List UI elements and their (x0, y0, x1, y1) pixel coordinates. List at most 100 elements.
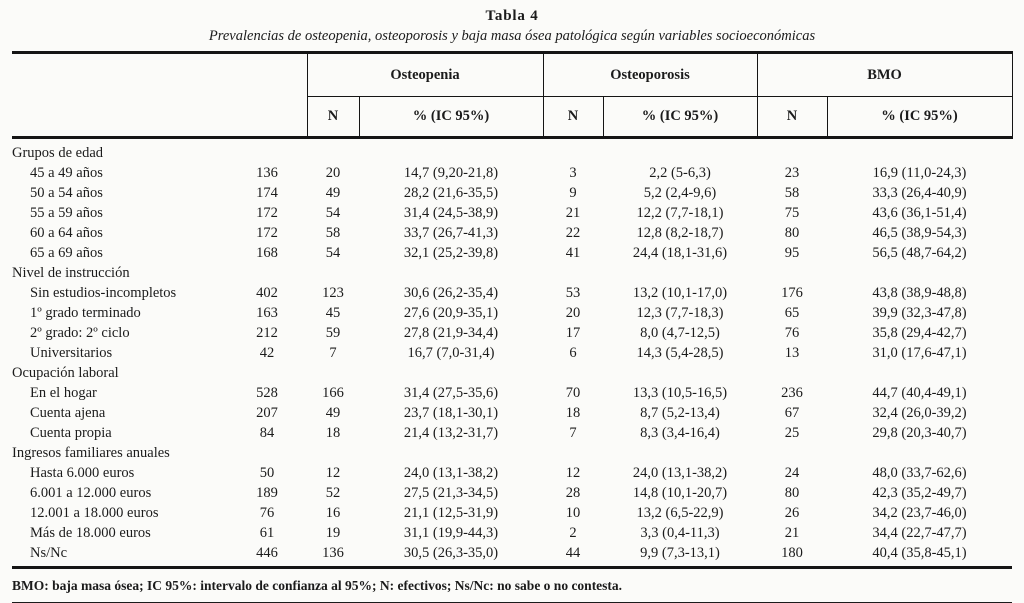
table-subtitle: Prevalencias de osteopenia, osteoporosis… (208, 28, 816, 44)
bmo-n: 67 (784, 405, 800, 421)
osteoporosis-n: 41 (565, 245, 581, 261)
total-n: 76 (259, 505, 275, 521)
osteopenia-n: 54 (325, 245, 341, 261)
osteoporosis-n: 7 (569, 425, 577, 441)
osteopenia-pct: 31,1 (19,9-44,3) (403, 525, 499, 541)
section-label: Ocupación laboral (12, 365, 119, 381)
osteoporosis-pct: 24,0 (13,1-38,2) (632, 465, 728, 481)
table-title: Tabla 4 (485, 8, 539, 24)
row-label: En el hogar (30, 385, 97, 401)
bmo-n: 76 (784, 325, 800, 341)
col-osteoporosis-n: N (542, 96, 603, 139)
section-label: Grupos de edad (12, 145, 104, 161)
osteopenia-pct: 27,8 (21,9-34,4) (403, 325, 499, 341)
bmo-pct: 48,0 (33,7-62,6) (872, 465, 967, 481)
row-label: 65 a 69 años (30, 245, 103, 261)
bmo-pct: 44,7 (40,4-49,1) (872, 385, 967, 401)
osteopenia-n: 52 (325, 485, 341, 501)
col-osteopenia-n: N (306, 96, 359, 139)
osteoporosis-pct: 13,2 (10,1-17,0) (632, 285, 728, 301)
osteopenia-n: 166 (322, 385, 344, 401)
osteopenia-pct: 24,0 (13,1-38,2) (403, 465, 499, 481)
osteopenia-pct: 23,7 (18,1-30,1) (403, 405, 499, 421)
bmo-n: 25 (784, 425, 800, 441)
total-n: 402 (256, 285, 278, 301)
table-row: 12.001 a 18.000 euros 76 16 21,1 (12,5-31,9… (12, 503, 1012, 523)
osteoporosis-n: 28 (565, 485, 581, 501)
osteoporosis-n: 44 (543, 543, 603, 569)
bmo-n: 21 (784, 525, 800, 541)
bmo-pct: 34,2 (23,7-46,0) (872, 505, 967, 521)
row-label: Cuenta ajena (30, 405, 106, 421)
table-row: Ns/Nc 446 136 30,5 (26,3-35,0) 44 9,9 (7,3-13… (12, 543, 1013, 569)
total-n: 61 (259, 525, 275, 541)
bmo-pct: 34,4 (22,7-47,7) (872, 525, 967, 541)
osteopenia-pct: 28,2 (21,6-35,5) (403, 185, 499, 201)
osteopenia-n: 123 (322, 285, 344, 301)
bmo-pct: 16,9 (11,0-24,3) (872, 165, 967, 181)
bmo-pct: 43,6 (36,1-51,4) (872, 205, 967, 221)
osteoporosis-pct: 12,3 (7,7-18,3) (636, 305, 724, 321)
osteoporosis-n: 53 (565, 285, 581, 301)
osteoporosis-n: 10 (565, 505, 581, 521)
osteopenia-n: 20 (325, 165, 341, 181)
osteopenia-pct: 31,4 (27,5-35,6) (403, 385, 499, 401)
table-row: En el hogar 528 166 31,4 (27,5-35,6) 70 13,3 … (12, 383, 1012, 403)
blank-header-cell (12, 96, 307, 139)
row-label: 45 a 49 años (30, 165, 103, 181)
osteopenia-pct: 31,4 (24,5-38,9) (403, 205, 499, 221)
osteoporosis-pct: 8,0 (4,7-12,5) (640, 325, 720, 341)
row-label: 12.001 a 18.000 euros (30, 505, 159, 521)
bmo-n: 23 (784, 165, 800, 181)
total-n: 172 (256, 205, 278, 221)
osteopenia-pct: 27,5 (21,3-34,5) (403, 485, 499, 501)
osteoporosis-pct: 14,8 (10,1-20,7) (632, 485, 728, 501)
section-row: Ocupación laboral (12, 363, 1012, 383)
total-n: 172 (256, 225, 278, 241)
prevalence-table: Osteopenia Osteoporosis BMO N % (IC 95%)… (12, 51, 1013, 569)
section-row: Nivel de instrucción (12, 263, 1012, 283)
bmo-n: 75 (784, 205, 800, 221)
table-header: Osteopenia Osteoporosis BMO N % (IC 95%)… (12, 51, 1013, 139)
osteoporosis-pct: 24,4 (18,1-31,6) (632, 245, 728, 261)
osteoporosis-pct: 3,3 (0,4-11,3) (640, 525, 720, 541)
osteoporosis-n: 17 (565, 325, 581, 341)
table-row: 65 a 69 años 168 54 32,1 (25,2-39,8) 41 24,4 … (12, 243, 1012, 263)
osteopenia-n: 7 (329, 345, 337, 361)
osteopenia-pct: 16,7 (7,0-31,4) (407, 345, 495, 361)
row-label: 60 a 64 años (30, 225, 103, 241)
col-group-osteopenia: Osteopenia (306, 51, 543, 97)
osteoporosis-pct: 5,2 (2,4-9,6) (643, 185, 717, 201)
osteoporosis-n: 9 (569, 185, 577, 201)
row-label: Más de 18.000 euros (30, 525, 151, 541)
row-label: Universitarios (30, 345, 113, 361)
table-body: Grupos de edad 45 a 49 años 136 20 14,7 (9,2… (12, 138, 1013, 569)
row-label: 55 a 59 años (30, 205, 103, 221)
bmo-pct: 35,8 (29,4-42,7) (872, 325, 967, 341)
osteoporosis-n: 21 (565, 205, 581, 221)
bmo-n: 180 (757, 543, 827, 569)
col-bmo-n: N (756, 96, 827, 139)
total-n: 207 (256, 405, 278, 421)
osteoporosis-n: 70 (565, 385, 581, 401)
osteoporosis-n: 12 (565, 465, 581, 481)
osteoporosis-n: 22 (565, 225, 581, 241)
bmo-n: 80 (784, 485, 800, 501)
row-label: 50 a 54 años (30, 185, 103, 201)
row-label: 1º grado terminado (30, 305, 141, 321)
total-n: 163 (256, 305, 278, 321)
table-footnote: BMO: baja masa ósea; IC 95%: intervalo d… (12, 577, 1012, 603)
osteoporosis-pct: 14,3 (5,4-28,5) (636, 345, 724, 361)
bmo-n: 95 (784, 245, 800, 261)
osteoporosis-pct: 8,3 (3,4-16,4) (640, 425, 720, 441)
osteopenia-pct: 14,7 (9,20-21,8) (403, 165, 499, 181)
osteopenia-pct: 27,6 (20,9-35,1) (403, 305, 499, 321)
total-n: 136 (256, 165, 278, 181)
table-row: Cuenta propia 84 18 21,4 (13,2-31,7) 7 8,3 (3… (12, 423, 1012, 443)
osteopenia-n: 59 (325, 325, 341, 341)
section-row: Ingresos familiares anuales (12, 443, 1012, 463)
section-label: Ingresos familiares anuales (12, 445, 170, 461)
col-group-bmo: BMO (756, 51, 1013, 97)
bmo-n: 58 (784, 185, 800, 201)
